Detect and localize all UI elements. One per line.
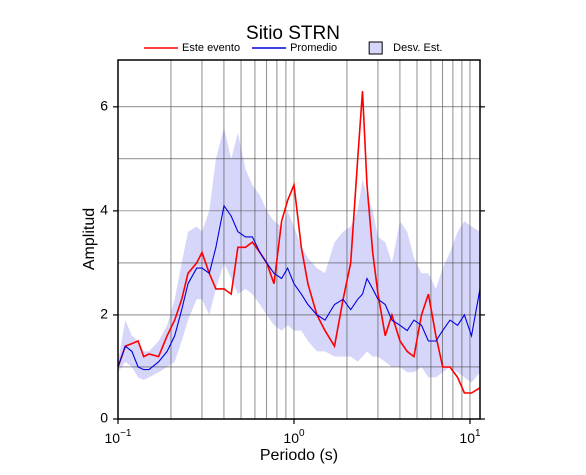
y-axis-label: Amplitud [81, 208, 98, 270]
legend-label: Este evento [182, 42, 240, 54]
y-tick-label: 6 [100, 98, 108, 114]
y-tick-label: 4 [100, 202, 108, 218]
series-line [117, 91, 481, 394]
y-tick-label: 2 [100, 306, 108, 322]
x-tick-base: 10 [283, 430, 299, 446]
legend-label: Promedio [290, 42, 337, 54]
x-tick-base: 10 [105, 430, 121, 446]
x-tick-base: 10 [459, 430, 475, 446]
x-tick-label: 10−1 [105, 428, 132, 446]
legend-swatch [368, 41, 383, 55]
plot-frame [117, 59, 481, 420]
x-tick-exponent: −1 [120, 428, 132, 439]
legend-label: Desv. Est. [393, 42, 442, 54]
x-tick-label: 101 [459, 428, 481, 446]
y-tick-label: 0 [100, 410, 108, 426]
x-tick-exponent: 0 [299, 428, 305, 439]
std-band [118, 127, 480, 383]
x-tick-label: 100 [283, 428, 305, 446]
x-axis-label: Periodo (s) [260, 447, 338, 464]
chart-title: Sitio STRN [246, 23, 340, 44]
series-line [117, 204, 481, 371]
x-tick-exponent: 1 [475, 428, 481, 439]
